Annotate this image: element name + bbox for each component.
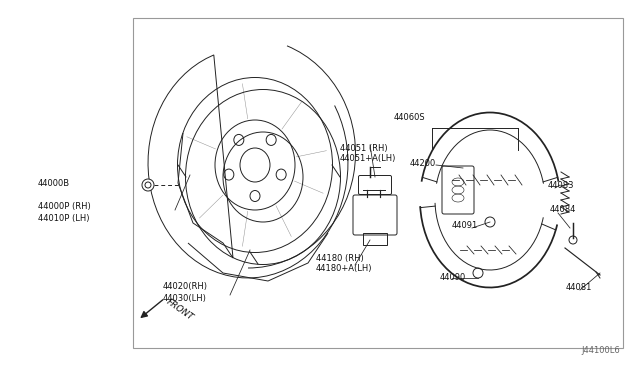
Text: 44030(LH): 44030(LH) [163,294,207,302]
Text: 44180 (RH): 44180 (RH) [316,253,364,263]
Text: 44200: 44200 [410,158,436,167]
Text: 44084: 44084 [550,205,577,215]
Text: 44000B: 44000B [38,179,70,187]
Text: 44060S: 44060S [394,113,426,122]
Text: 44081: 44081 [566,283,593,292]
Text: 44000P (RH): 44000P (RH) [38,202,91,212]
Text: 44180+A(LH): 44180+A(LH) [316,264,372,273]
Text: J44100L6: J44100L6 [581,346,620,355]
Text: FRONT: FRONT [165,298,195,323]
Text: 44020(RH): 44020(RH) [163,282,208,292]
Text: 44010P (LH): 44010P (LH) [38,214,90,222]
Text: 44091: 44091 [452,221,478,230]
Bar [363,233,387,245]
Bar [133,18,623,348]
Text: 44051 (RH): 44051 (RH) [340,144,388,153]
Text: 44090: 44090 [440,273,467,282]
Circle shape [142,179,154,191]
Text: 44083: 44083 [548,180,575,189]
Text: 44051+A(LH): 44051+A(LH) [340,154,396,164]
